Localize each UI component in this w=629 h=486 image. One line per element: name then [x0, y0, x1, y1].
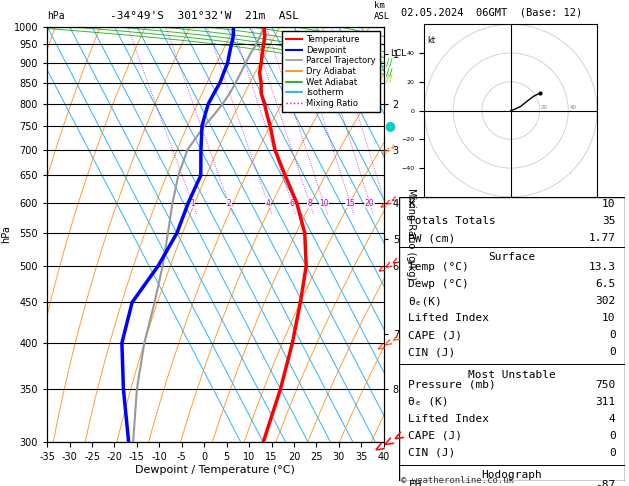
Text: LCL: LCL: [391, 49, 407, 58]
Legend: Temperature, Dewpoint, Parcel Trajectory, Dry Adiabat, Wet Adiabat, Isotherm, Mi: Temperature, Dewpoint, Parcel Trajectory…: [282, 31, 379, 112]
Text: Lifted Index: Lifted Index: [408, 313, 489, 323]
Text: -87: -87: [595, 480, 616, 486]
X-axis label: Dewpoint / Temperature (°C): Dewpoint / Temperature (°C): [135, 465, 296, 475]
Text: 0: 0: [609, 448, 616, 458]
Text: Most Unstable: Most Unstable: [468, 369, 556, 380]
Text: Surface: Surface: [488, 252, 536, 262]
Text: kt: kt: [427, 36, 435, 45]
Text: 35: 35: [602, 216, 616, 226]
Text: EH: EH: [408, 480, 422, 486]
Text: Lifted Index: Lifted Index: [408, 414, 489, 424]
Text: Totals Totals: Totals Totals: [408, 216, 496, 226]
Text: θₑ(K): θₑ(K): [408, 296, 442, 306]
Text: 750: 750: [595, 380, 616, 390]
Text: <<<: <<<: [378, 194, 401, 212]
Text: 6: 6: [289, 199, 294, 208]
Text: hPa: hPa: [47, 11, 65, 21]
Y-axis label: hPa: hPa: [1, 226, 11, 243]
Text: <<<: <<<: [370, 428, 408, 457]
Text: 4: 4: [265, 199, 270, 208]
Text: ●: ●: [384, 120, 395, 133]
Text: © weatheronline.co.uk: © weatheronline.co.uk: [401, 475, 514, 485]
Text: 0: 0: [609, 330, 616, 340]
Text: 20: 20: [365, 199, 374, 208]
Text: 10: 10: [602, 313, 616, 323]
Text: Hodograph: Hodograph: [482, 470, 542, 480]
Text: 302: 302: [595, 296, 616, 306]
Text: 1: 1: [190, 199, 195, 208]
Text: 6.5: 6.5: [595, 279, 616, 289]
Text: Temp (°C): Temp (°C): [408, 262, 469, 272]
Text: 15: 15: [345, 199, 355, 208]
Text: 02.05.2024  06GMT  (Base: 12): 02.05.2024 06GMT (Base: 12): [401, 7, 582, 17]
Text: 13.3: 13.3: [589, 262, 616, 272]
Text: <<<: <<<: [380, 143, 399, 157]
Text: 0: 0: [609, 431, 616, 441]
Text: PW (cm): PW (cm): [408, 233, 455, 243]
Text: Pressure (mb): Pressure (mb): [408, 380, 496, 390]
Text: 2: 2: [226, 199, 231, 208]
Text: 20: 20: [541, 105, 548, 110]
Text: CAPE (J): CAPE (J): [408, 330, 462, 340]
Text: Dewp (°C): Dewp (°C): [408, 279, 469, 289]
Text: K: K: [408, 199, 415, 209]
Text: CIN (J): CIN (J): [408, 347, 455, 357]
Text: 0: 0: [609, 347, 616, 357]
Text: 4: 4: [609, 414, 616, 424]
Y-axis label: Mixing Ratio (g/kg): Mixing Ratio (g/kg): [406, 189, 416, 280]
Text: 8: 8: [308, 199, 312, 208]
Text: CAPE (J): CAPE (J): [408, 431, 462, 441]
Text: //: //: [386, 58, 392, 68]
Text: 10: 10: [319, 199, 328, 208]
Text: 10: 10: [602, 199, 616, 209]
Text: CIN (J): CIN (J): [408, 448, 455, 458]
Text: //: //: [386, 74, 392, 84]
Text: 311: 311: [595, 397, 616, 407]
Text: km
ASL: km ASL: [374, 1, 391, 21]
Text: 1.77: 1.77: [589, 233, 616, 243]
Text: <<<: <<<: [376, 256, 403, 277]
Text: -34°49'S  301°32'W  21m  ASL: -34°49'S 301°32'W 21m ASL: [110, 11, 299, 21]
Text: <<<: <<<: [375, 332, 404, 354]
Text: 40: 40: [570, 105, 577, 110]
Text: θₑ (K): θₑ (K): [408, 397, 449, 407]
Text: //: //: [386, 68, 392, 78]
